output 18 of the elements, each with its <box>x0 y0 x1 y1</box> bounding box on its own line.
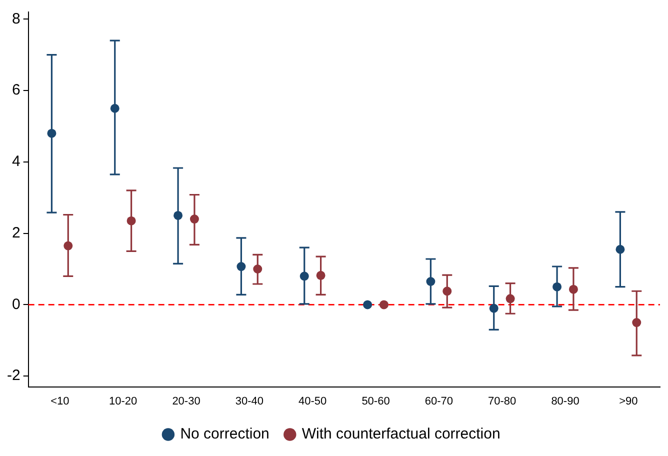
x-tick-label: 50-60 <box>362 395 390 408</box>
x-tick-label: 60-70 <box>424 395 453 408</box>
x-tick-label: 70-80 <box>488 395 516 408</box>
y-tick-label: 4 <box>12 153 20 170</box>
x-tick-label: 80-90 <box>551 395 580 408</box>
y-tick-label: -2 <box>6 367 20 384</box>
y-tick-label: 0 <box>12 296 20 313</box>
x-tick-label: 40-50 <box>298 395 327 408</box>
legend-label: No correction <box>180 426 270 443</box>
legend-label: With counterfactual correction <box>302 426 500 443</box>
y-tick-label: 2 <box>12 224 20 242</box>
y-tick-label: 6 <box>12 82 20 99</box>
x-tick-label: >90 <box>619 395 638 408</box>
x-tick-label: 20-30 <box>172 395 200 408</box>
x-tick-label: 30-40 <box>235 395 264 408</box>
x-tick-label: 10-20 <box>109 395 138 408</box>
y-tick-label: 8 <box>12 10 20 28</box>
x-tick-label: <10 <box>50 395 70 408</box>
